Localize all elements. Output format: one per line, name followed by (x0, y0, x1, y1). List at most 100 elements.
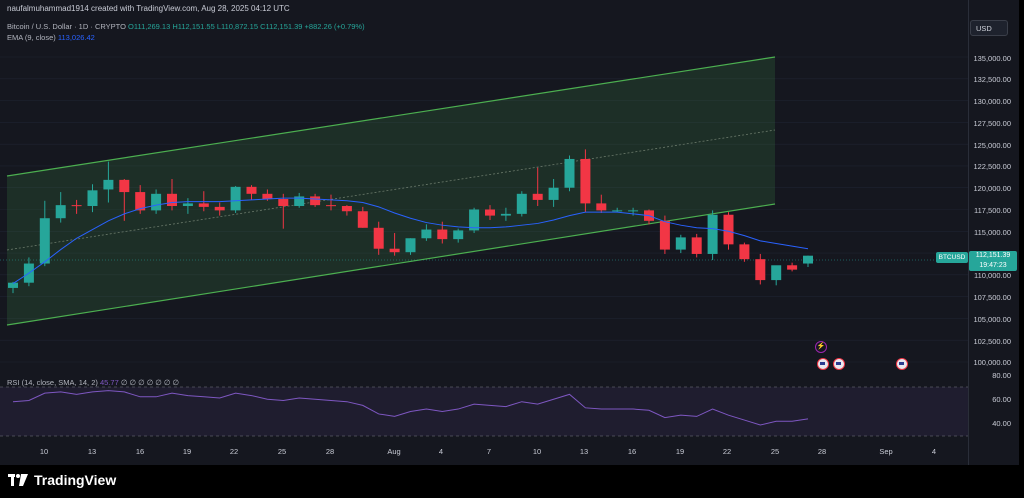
rsi-value: 45.77 (99, 378, 119, 387)
candle-down[interactable] (373, 227, 384, 249)
candle-up[interactable] (707, 214, 718, 254)
ema-label[interactable]: EMA (9, close) (7, 33, 56, 42)
candle-up[interactable] (803, 255, 813, 264)
bolt-icon[interactable]: ⚡ (815, 341, 827, 353)
candle-up[interactable] (151, 193, 162, 211)
candle-down[interactable] (214, 206, 225, 211)
candle-down[interactable] (485, 209, 495, 216)
candle-down[interactable] (580, 158, 591, 204)
candle-up[interactable] (628, 210, 639, 212)
candle-up[interactable] (564, 158, 575, 188)
candle-down[interactable] (71, 205, 82, 207)
candle-up[interactable] (230, 186, 241, 211)
candle-down[interactable] (723, 214, 734, 245)
symbol-name[interactable]: Bitcoin / U.S. Dollar · 1D · CRYPTO (7, 22, 126, 31)
time-tick: Sep (879, 447, 893, 456)
candle-up[interactable] (453, 230, 464, 240)
candle-up[interactable] (8, 282, 18, 288)
candle-down[interactable] (357, 211, 368, 228)
price-scale[interactable]: 135,000.00 132,500.00 130,000.00 127,500… (968, 0, 1019, 465)
candle-up[interactable] (55, 205, 66, 219)
time-tick: 10 (39, 447, 49, 456)
candle-up[interactable] (548, 187, 559, 200)
candle-up[interactable] (405, 238, 416, 253)
channel-upper-line[interactable] (6, 56, 776, 177)
candle-down[interactable] (246, 186, 257, 194)
current-price: 112,151.39 (975, 252, 1011, 259)
time-tick: 28 (817, 447, 827, 456)
rsi-line (12, 390, 809, 426)
candle-down[interactable] (278, 199, 289, 207)
time-tick: 19 (182, 447, 192, 456)
price-tick: 135,000.00 (973, 54, 1011, 63)
candle-down[interactable] (755, 259, 766, 281)
candle-up[interactable] (516, 193, 527, 214)
candle-down[interactable] (119, 179, 130, 193)
rsi-pane[interactable] (0, 373, 968, 465)
price-tick: 115,000.00 (974, 228, 1011, 237)
price-chart[interactable] (0, 0, 968, 373)
bar-countdown: 19:47:23 (979, 262, 1007, 269)
rsi-tick: 80.00 (992, 371, 1011, 380)
candle-down[interactable] (262, 193, 273, 200)
candle-down[interactable] (659, 220, 670, 250)
candle-up[interactable] (500, 213, 511, 216)
us-flag-event-icon[interactable] (817, 358, 829, 370)
symbol-legend[interactable]: Bitcoin / U.S. Dollar · 1D · CRYPTO O111… (7, 22, 365, 31)
ticker-tag: BTCUSD (936, 252, 968, 263)
price-tick: 125,000.00 (973, 141, 1011, 150)
candle-up[interactable] (469, 209, 480, 231)
price-tick: 132,500.00 (973, 75, 1011, 84)
time-tick: 22 (229, 447, 239, 456)
time-tick: 4 (438, 447, 444, 456)
time-tick: 19 (675, 447, 685, 456)
candle-up[interactable] (294, 196, 305, 207)
us-flag-event-icon[interactable] (833, 358, 845, 370)
candle-down[interactable] (135, 192, 146, 211)
candle-up[interactable] (612, 210, 623, 212)
candle-up[interactable] (421, 229, 432, 239)
candle-down[interactable] (739, 244, 750, 260)
candle-down[interactable] (532, 193, 543, 200)
currency-button[interactable]: USD (970, 20, 1008, 36)
candle-up[interactable] (103, 179, 114, 190)
channel-mid-line (6, 129, 776, 251)
time-tick: 25 (277, 447, 287, 456)
time-tick: 22 (722, 447, 732, 456)
price-tick: 117,500.00 (974, 206, 1011, 215)
channel-lower-line[interactable] (6, 203, 776, 326)
candle-down[interactable] (310, 196, 321, 206)
candle-down[interactable] (198, 203, 209, 207)
candle-down[interactable] (596, 203, 607, 211)
candle-down[interactable] (787, 265, 798, 270)
candle-up[interactable] (771, 265, 782, 281)
time-tick: 4 (931, 447, 937, 456)
time-axis[interactable]: 10 13 16 19 22 25 28 Aug 4 7 10 13 16 19… (0, 442, 968, 464)
rsi-band (0, 387, 968, 436)
candle-up[interactable] (182, 203, 193, 207)
candle-down[interactable] (341, 206, 352, 212)
price-tick: 130,000.00 (973, 97, 1011, 106)
ema-value: 113,026.42 (57, 33, 95, 42)
price-tick: 120,000.00 (973, 184, 1011, 193)
time-tick: 16 (135, 447, 145, 456)
candle-down[interactable] (691, 237, 702, 254)
candle-down[interactable] (437, 229, 448, 240)
rsi-tick: 60.00 (992, 395, 1011, 404)
candle-up[interactable] (675, 237, 686, 250)
candle-down[interactable] (326, 205, 336, 207)
current-price-tag[interactable]: 112,151.39 19:47:23 (969, 251, 1017, 271)
us-flag-event-icon[interactable] (896, 358, 908, 370)
channel-fill (7, 57, 775, 325)
candle-up[interactable] (87, 190, 98, 207)
tradingview-logo[interactable]: TradingView (8, 472, 116, 488)
ohlc-values: O111,269.13 H112,151.55 L110,872.15 C112… (128, 22, 365, 31)
candle-down[interactable] (389, 248, 400, 253)
rsi-chart[interactable] (0, 373, 968, 443)
candle-up[interactable] (39, 218, 50, 264)
candle-down[interactable] (167, 193, 177, 207)
ema-legend[interactable]: EMA (9, close) 113,026.42 (7, 33, 95, 42)
rsi-legend[interactable]: RSI (14, close, SMA, 14, 2) 45.77 ∅ ∅ ∅ … (7, 378, 179, 387)
rsi-label[interactable]: RSI (14, close, SMA, 14, 2) (7, 378, 98, 387)
price-tick: 122,500.00 (973, 162, 1011, 171)
